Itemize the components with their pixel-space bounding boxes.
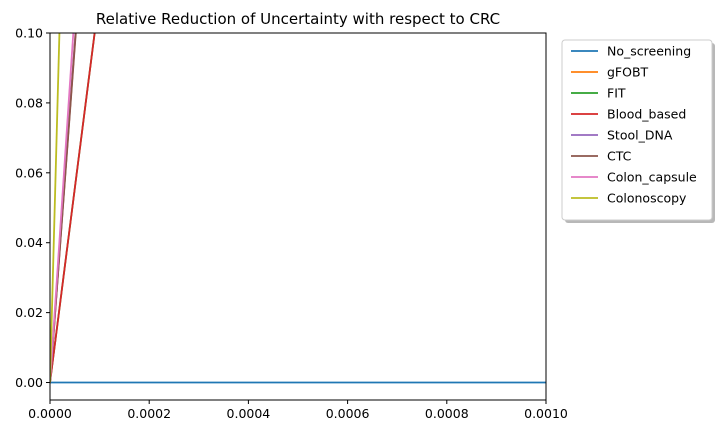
x-tick-label: 0.0004 (227, 406, 271, 421)
x-tick-label: 0.0006 (326, 406, 370, 421)
y-tick-label: 0.08 (15, 95, 43, 110)
legend-entry: FIT (607, 86, 626, 101)
legend-entry: gFOBT (607, 65, 649, 80)
legend-entry: Stool_DNA (607, 128, 673, 143)
plot-frame (49, 32, 547, 401)
legend-entry: No_screening (607, 44, 691, 59)
y-tick-label: 0.06 (15, 165, 43, 180)
legend-entry: Colonoscopy (607, 191, 687, 206)
x-tick-label: 0.0002 (127, 406, 171, 421)
x-tick-label: 0.0000 (28, 406, 72, 421)
x-tick-label: 0.0008 (425, 406, 469, 421)
legend-entry: CTC (607, 149, 632, 164)
y-tick-label: 0.04 (15, 235, 43, 250)
y-tick-label: 0.00 (15, 375, 43, 390)
legend-entry: Colon_capsule (607, 170, 697, 185)
x-tick-label: 0.0010 (524, 406, 568, 421)
legend-entry: Blood_based (607, 107, 686, 122)
chart-title: Relative Reduction of Uncertainty with r… (96, 10, 500, 28)
x-axis: 0.0000 0.0002 0.0004 0.0006 0.0008 0.0010 (28, 400, 568, 421)
legend-box (561, 39, 713, 221)
series-line-blood-based (50, 33, 96, 383)
y-tick-label: 0.10 (15, 26, 43, 41)
series-line-colonoscopy (50, 33, 61, 383)
y-axis: 0.00 0.02 0.04 0.06 0.08 0.10 (15, 26, 50, 390)
legend: No_screening gFOBT FIT Blood_based Stool_DNA… (561, 39, 715, 223)
plot-lines (50, 33, 546, 384)
y-tick-label: 0.02 (15, 305, 43, 320)
series-line-colon-capsule (50, 33, 75, 383)
